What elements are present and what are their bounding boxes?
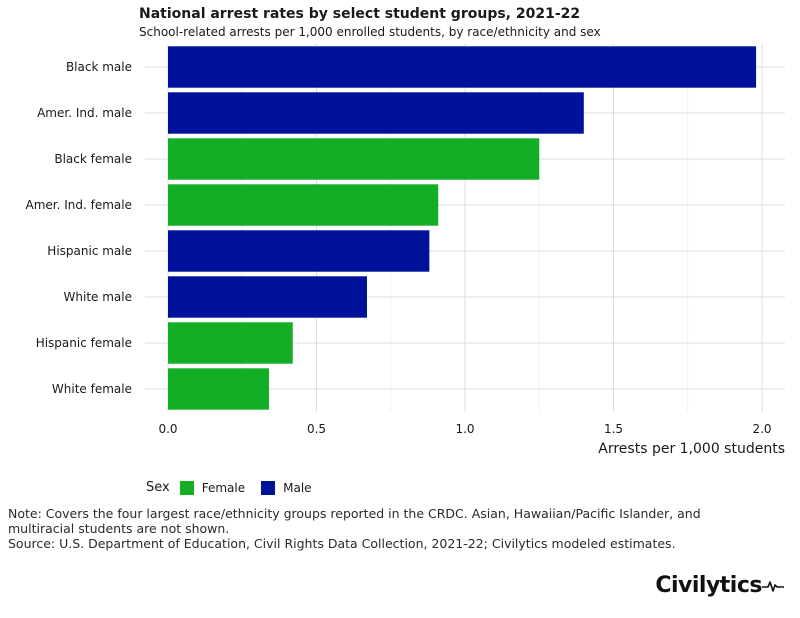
legend-label-female: Female bbox=[201, 480, 246, 495]
bar-white-female bbox=[168, 368, 269, 410]
chart-title: National arrest rates by select student … bbox=[139, 6, 581, 22]
category-label: White female bbox=[52, 382, 132, 396]
heartbeat-line-icon bbox=[762, 580, 784, 592]
category-label: Hispanic female bbox=[36, 336, 132, 350]
category-label: White male bbox=[64, 290, 132, 304]
legend-title: Sex bbox=[146, 480, 170, 495]
x-tick-label: 2.0 bbox=[752, 422, 771, 436]
x-tick-label: 1.5 bbox=[604, 422, 623, 436]
x-tick-label: 0.0 bbox=[158, 422, 177, 436]
bar-amer-ind-female bbox=[168, 184, 439, 226]
chart-notes: Note: Covers the four largest race/ethni… bbox=[8, 506, 768, 551]
legend-key-male bbox=[261, 480, 276, 495]
bar-black-male bbox=[168, 46, 757, 88]
note-line-1: Note: Covers the four largest race/ethni… bbox=[8, 506, 701, 521]
category-label: Black male bbox=[66, 60, 132, 74]
x-tick-label: 0.5 bbox=[307, 422, 326, 436]
category-label: Amer. Ind. female bbox=[26, 198, 133, 212]
bar-white-male bbox=[168, 276, 367, 318]
bar-chart: Black male Amer. Ind. male Black female Ame… bbox=[26, 44, 785, 457]
brand-name: Civilytics bbox=[655, 573, 762, 598]
x-tick-labels: 0.0 0.5 1.0 1.5 2.0 bbox=[158, 422, 771, 436]
x-axis-title: Arrests per 1,000 students bbox=[598, 441, 785, 457]
note-line-2: multiracial students are not shown. bbox=[8, 521, 230, 536]
category-label: Hispanic male bbox=[47, 244, 132, 258]
bar-hispanic-female bbox=[168, 322, 293, 364]
legend-key-female bbox=[179, 480, 194, 495]
brand-logo: Civilytics bbox=[655, 573, 784, 598]
bar-black-female bbox=[168, 138, 540, 180]
chart-subtitle: School-related arrests per 1,000 enrolle… bbox=[139, 25, 601, 39]
bars bbox=[168, 46, 757, 410]
legend: Sex Female Male bbox=[146, 480, 328, 495]
category-label: Black female bbox=[54, 152, 132, 166]
bar-amer-ind-male bbox=[168, 92, 584, 134]
x-tick-label: 1.0 bbox=[455, 422, 474, 436]
source-line: Source: U.S. Department of Education, Ci… bbox=[8, 536, 676, 551]
legend-label-male: Male bbox=[283, 480, 312, 495]
bar-hispanic-male bbox=[168, 230, 430, 272]
category-label: Amer. Ind. male bbox=[37, 106, 132, 120]
category-labels: Black male Amer. Ind. male Black female Ame… bbox=[26, 60, 133, 396]
